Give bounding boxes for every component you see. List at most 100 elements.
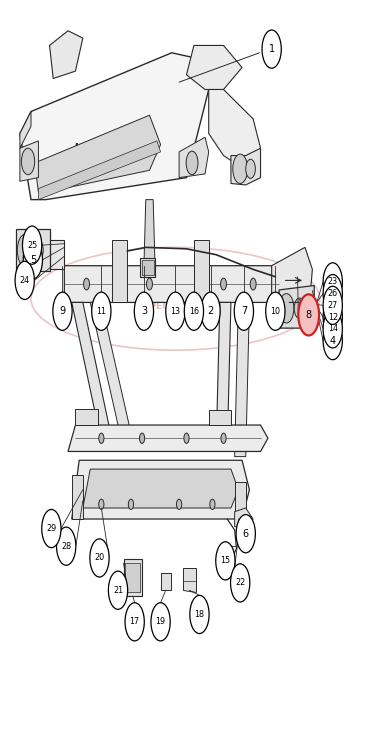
Text: 29: 29 [46, 524, 56, 533]
Circle shape [15, 262, 34, 299]
Polygon shape [209, 411, 231, 425]
Circle shape [279, 293, 294, 323]
Circle shape [298, 294, 319, 335]
Circle shape [23, 241, 43, 279]
Circle shape [323, 298, 342, 336]
Circle shape [109, 571, 128, 609]
Polygon shape [235, 508, 253, 530]
Circle shape [216, 542, 235, 580]
Circle shape [262, 30, 281, 69]
Text: 17: 17 [129, 618, 140, 626]
Circle shape [323, 274, 342, 312]
Text: 8: 8 [305, 310, 312, 320]
Polygon shape [72, 475, 83, 519]
Text: SPECIALISTS: SPECIALISTS [143, 301, 208, 310]
Circle shape [233, 154, 248, 184]
Circle shape [84, 278, 90, 290]
Polygon shape [83, 469, 238, 508]
Circle shape [323, 321, 342, 360]
Text: 5: 5 [30, 255, 36, 265]
Circle shape [250, 278, 256, 290]
Circle shape [231, 564, 250, 602]
Polygon shape [144, 200, 155, 266]
Polygon shape [64, 266, 286, 302]
Polygon shape [186, 46, 242, 89]
Text: Hilltip: Hilltip [74, 142, 114, 155]
Polygon shape [231, 148, 261, 185]
Text: 15: 15 [220, 556, 231, 565]
Polygon shape [90, 302, 135, 450]
Circle shape [99, 433, 104, 444]
Text: 12: 12 [327, 312, 338, 321]
Circle shape [184, 292, 204, 330]
Circle shape [246, 159, 256, 178]
Circle shape [266, 292, 285, 330]
Polygon shape [16, 229, 50, 271]
Text: 11: 11 [96, 307, 106, 315]
Polygon shape [272, 248, 312, 328]
Text: 7: 7 [241, 307, 247, 316]
Text: 18: 18 [194, 610, 204, 619]
Text: 28: 28 [61, 542, 71, 551]
Text: 27: 27 [327, 301, 338, 310]
Circle shape [92, 292, 111, 330]
Circle shape [90, 539, 109, 577]
Circle shape [184, 433, 189, 444]
Circle shape [128, 499, 134, 509]
Polygon shape [72, 302, 112, 442]
Circle shape [236, 514, 256, 553]
Circle shape [323, 263, 342, 301]
Text: 24: 24 [20, 276, 30, 285]
Text: 19: 19 [156, 618, 166, 626]
Circle shape [210, 499, 215, 509]
Circle shape [220, 278, 226, 290]
Circle shape [201, 292, 220, 330]
Circle shape [147, 278, 153, 290]
Polygon shape [142, 260, 154, 274]
Text: 1: 1 [269, 44, 275, 54]
Text: 4: 4 [330, 335, 336, 346]
Polygon shape [20, 141, 38, 181]
Polygon shape [68, 425, 268, 452]
Polygon shape [235, 302, 250, 457]
Circle shape [176, 499, 182, 509]
Text: EQUIPMENT: EQUIPMENT [141, 287, 210, 296]
Text: 9: 9 [59, 307, 66, 316]
Polygon shape [161, 573, 171, 590]
Polygon shape [194, 240, 209, 302]
Text: 20: 20 [94, 553, 104, 562]
Polygon shape [50, 31, 83, 78]
Text: 26: 26 [327, 289, 338, 298]
Polygon shape [235, 482, 246, 519]
Polygon shape [216, 302, 231, 450]
Circle shape [42, 509, 61, 548]
Polygon shape [23, 240, 64, 270]
Circle shape [294, 298, 305, 318]
Polygon shape [125, 563, 140, 593]
Circle shape [166, 292, 185, 330]
Circle shape [186, 151, 198, 175]
Text: 16: 16 [189, 307, 199, 315]
Circle shape [32, 240, 43, 262]
Text: 23: 23 [327, 277, 338, 287]
Circle shape [221, 433, 226, 444]
Circle shape [53, 292, 72, 330]
Polygon shape [75, 409, 98, 425]
Circle shape [140, 433, 145, 444]
Circle shape [99, 499, 104, 509]
Text: 2: 2 [207, 307, 214, 316]
Text: 25: 25 [27, 241, 37, 250]
Circle shape [125, 603, 144, 641]
Polygon shape [183, 568, 196, 593]
Polygon shape [38, 141, 161, 200]
Text: 10: 10 [270, 307, 280, 315]
Polygon shape [140, 259, 155, 276]
Circle shape [57, 527, 76, 565]
Circle shape [323, 286, 342, 324]
Polygon shape [179, 137, 209, 178]
Polygon shape [279, 285, 314, 328]
Circle shape [22, 226, 42, 265]
Circle shape [323, 310, 342, 348]
Circle shape [234, 292, 254, 330]
Text: 3: 3 [141, 307, 147, 316]
